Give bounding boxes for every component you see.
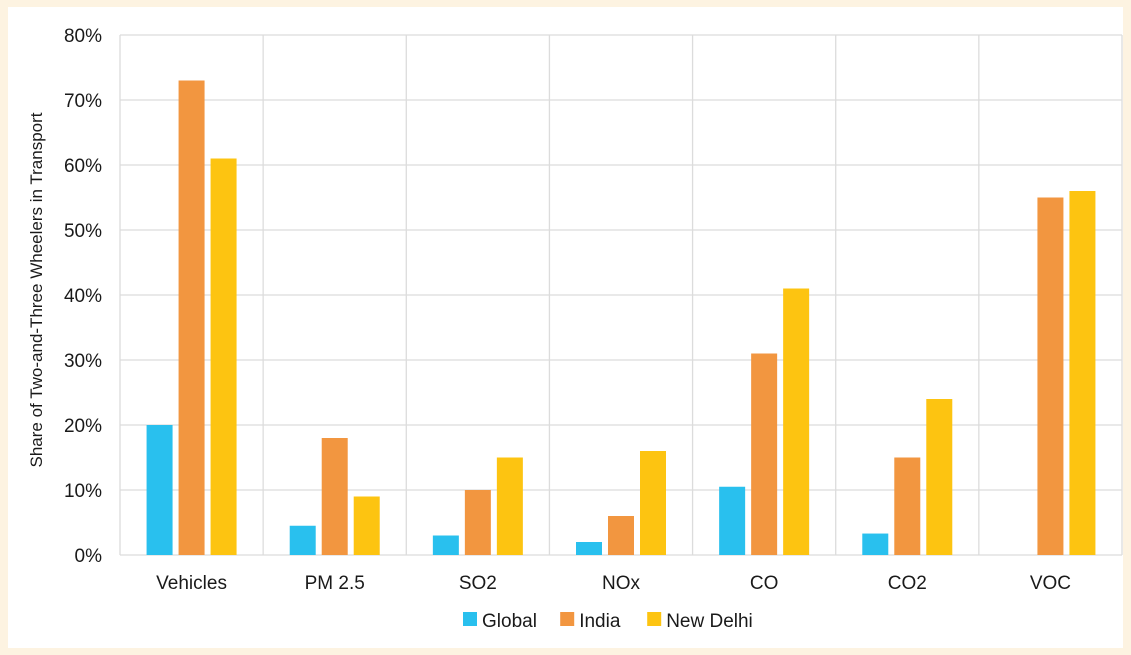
chart-frame: 0% 10% 20% 30% 40% 50% 60% 70% 80% Vehicles PM 2.… [8, 7, 1123, 648]
y-tick-label: 20% [64, 416, 102, 437]
legend: Global India New Delhi [463, 611, 753, 632]
bar-global [576, 542, 602, 555]
legend-label: India [579, 611, 621, 632]
legend-swatch [560, 612, 575, 626]
x-tick-label: Vehicles [156, 573, 227, 594]
legend-label: New Delhi [666, 611, 753, 632]
x-tick-label: NOx [602, 573, 641, 594]
y-tick-label: 40% [64, 286, 102, 307]
x-tick-label: SO2 [459, 573, 497, 594]
bar-india [894, 457, 921, 555]
bar-india [321, 438, 348, 555]
bar-new-delhi [926, 399, 953, 555]
y-tick-label: 80% [64, 26, 102, 47]
legend-swatch [647, 612, 662, 626]
bar-india [1037, 197, 1064, 555]
x-tick-labels: Vehicles PM 2.5 SO2 NOx CO CO2 VOC [156, 573, 1071, 594]
bar-india [751, 353, 778, 555]
legend-swatch [463, 612, 477, 626]
bar-india [178, 80, 205, 555]
y-tick-label: 30% [64, 351, 102, 372]
grid-layer [119, 34, 1123, 556]
legend-label: Global [482, 611, 537, 632]
bar-chart: 0% 10% 20% 30% 40% 50% 60% 70% 80% Vehicles PM 2.… [27, 26, 1123, 632]
y-tick-labels: 0% 10% 20% 30% 40% 50% 60% 70% 80% [64, 26, 102, 567]
y-tick-label: 60% [64, 156, 102, 177]
x-tick-label: PM 2.5 [305, 573, 365, 594]
bar-new-delhi [353, 496, 380, 555]
bar-global [719, 486, 746, 555]
bar-new-delhi [210, 158, 237, 555]
bar-india [464, 490, 491, 555]
y-axis-title: Share of Two-and-Three Wheelers in Trans… [27, 112, 46, 467]
bar-new-delhi [1069, 191, 1096, 555]
bar-global [432, 535, 459, 555]
y-tick-label: 10% [64, 481, 102, 502]
bar-global [289, 525, 316, 555]
y-tick-label: 0% [75, 546, 103, 567]
y-tick-label: 50% [64, 221, 102, 242]
y-tick-label: 70% [64, 91, 102, 112]
x-tick-label: CO [750, 573, 779, 594]
bars-layer [146, 80, 1096, 555]
x-tick-label: VOC [1030, 573, 1071, 594]
bar-new-delhi [640, 451, 666, 555]
bar-global [146, 425, 173, 555]
bar-new-delhi [496, 457, 523, 555]
bar-global [862, 533, 889, 555]
x-tick-label: CO2 [888, 573, 927, 594]
bar-new-delhi [783, 288, 810, 555]
bar-india [608, 516, 634, 555]
